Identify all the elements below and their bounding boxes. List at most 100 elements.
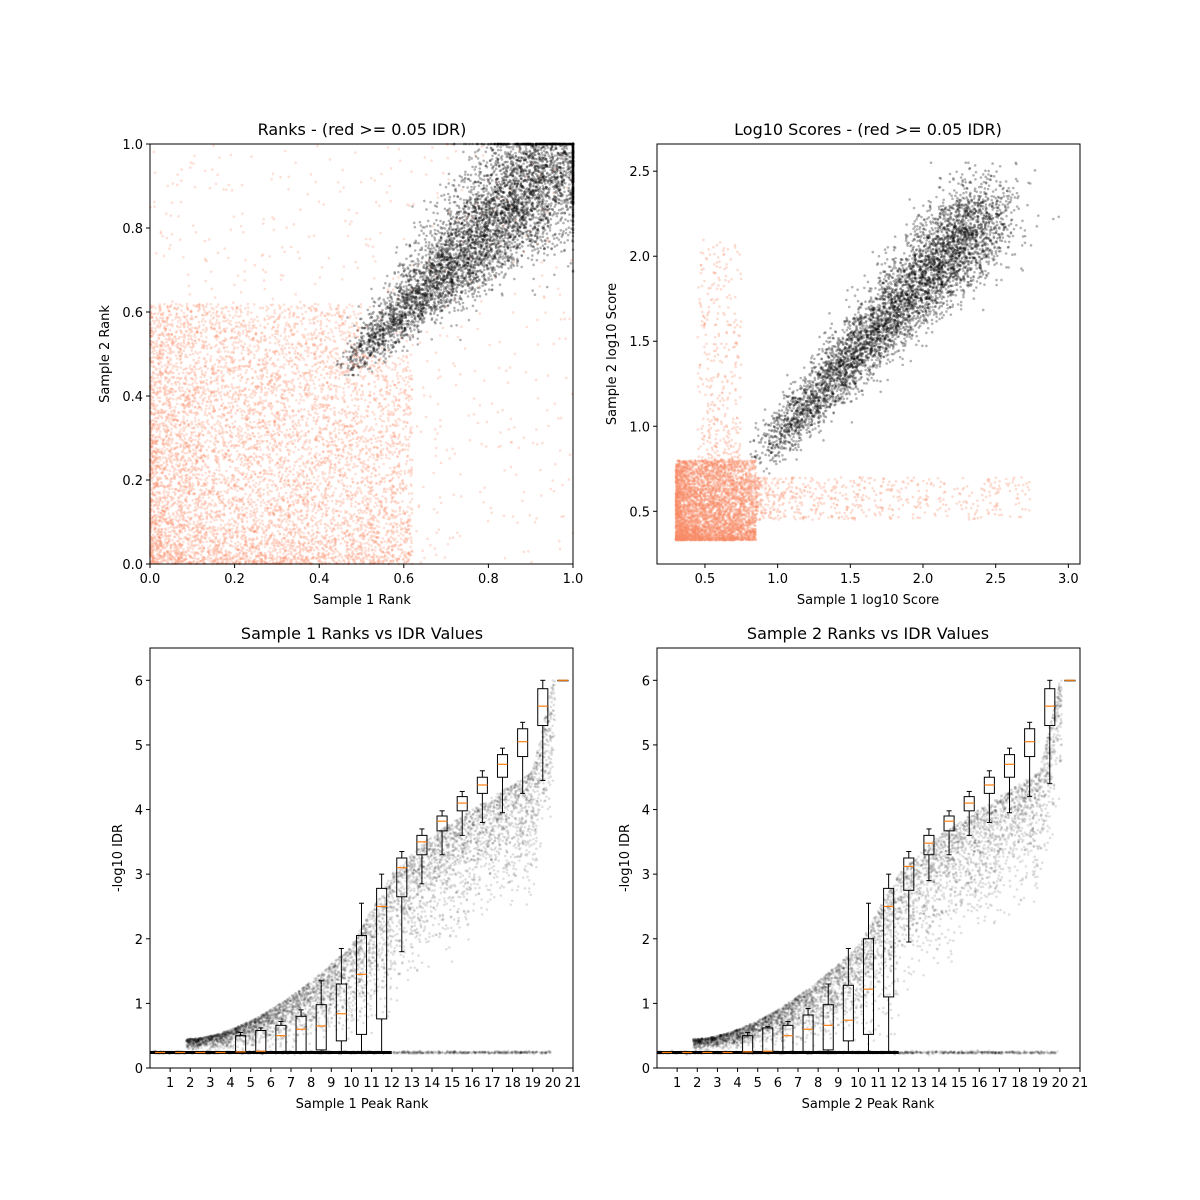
point (189, 547, 192, 550)
point (319, 338, 322, 341)
point (215, 330, 218, 333)
point (407, 505, 410, 508)
point (392, 510, 395, 513)
point (180, 322, 183, 325)
point (281, 344, 284, 347)
point (161, 365, 164, 368)
point (204, 365, 207, 368)
point (170, 428, 173, 431)
point (250, 510, 253, 513)
point (308, 307, 311, 310)
point (202, 324, 205, 327)
point (283, 423, 286, 426)
point (342, 498, 345, 501)
point (174, 340, 177, 343)
point (340, 524, 343, 527)
point (237, 470, 240, 473)
point (376, 504, 379, 507)
point (301, 522, 304, 525)
point (212, 312, 215, 315)
point (378, 483, 381, 486)
point (333, 527, 336, 530)
point (317, 416, 320, 419)
point (194, 387, 197, 390)
point (338, 428, 341, 431)
point (301, 455, 304, 458)
point (160, 361, 163, 364)
point (285, 436, 288, 439)
point (163, 387, 166, 390)
point (356, 393, 359, 396)
point (373, 381, 376, 384)
point (301, 313, 304, 316)
point (255, 482, 258, 485)
point (239, 434, 242, 437)
point (242, 446, 245, 449)
point (320, 493, 323, 496)
point (208, 496, 211, 499)
point (399, 375, 402, 378)
point (329, 495, 332, 498)
point (396, 386, 399, 389)
point (294, 508, 297, 511)
point (292, 431, 295, 434)
point (205, 404, 208, 407)
point (357, 547, 360, 550)
point (248, 504, 251, 507)
point (226, 477, 229, 480)
point (302, 375, 305, 378)
point (271, 459, 274, 462)
point (256, 507, 259, 510)
point (259, 324, 262, 327)
point (189, 534, 192, 537)
point (176, 347, 179, 350)
point (320, 436, 323, 439)
point (305, 516, 308, 519)
point (277, 369, 280, 372)
point (278, 492, 281, 495)
point (159, 484, 162, 487)
point (295, 346, 298, 349)
point (192, 359, 195, 362)
point (205, 371, 208, 374)
point (277, 524, 280, 527)
point (301, 515, 304, 518)
point (271, 497, 274, 500)
point (195, 423, 198, 426)
point (277, 318, 280, 321)
point (265, 348, 268, 351)
point (218, 473, 221, 476)
point (270, 507, 273, 510)
point (306, 351, 309, 354)
point (198, 356, 201, 359)
point (285, 429, 288, 432)
point (318, 332, 321, 335)
point (185, 477, 188, 480)
point (205, 472, 208, 475)
point (214, 345, 217, 348)
point (273, 444, 276, 447)
point (156, 435, 159, 438)
point (386, 488, 389, 491)
point (182, 449, 185, 452)
point (222, 498, 225, 501)
point (328, 312, 331, 315)
point (181, 389, 184, 392)
point (295, 414, 298, 417)
point (398, 453, 401, 456)
point (176, 503, 179, 506)
point (276, 539, 279, 542)
point (397, 476, 400, 479)
point (217, 303, 220, 306)
point (327, 332, 330, 335)
point (200, 547, 203, 550)
point (384, 540, 387, 543)
point (380, 457, 383, 460)
point (275, 505, 278, 508)
point (256, 375, 259, 378)
point (385, 474, 388, 477)
point (235, 336, 238, 339)
point (300, 435, 303, 438)
point (236, 467, 239, 470)
point (321, 471, 324, 474)
